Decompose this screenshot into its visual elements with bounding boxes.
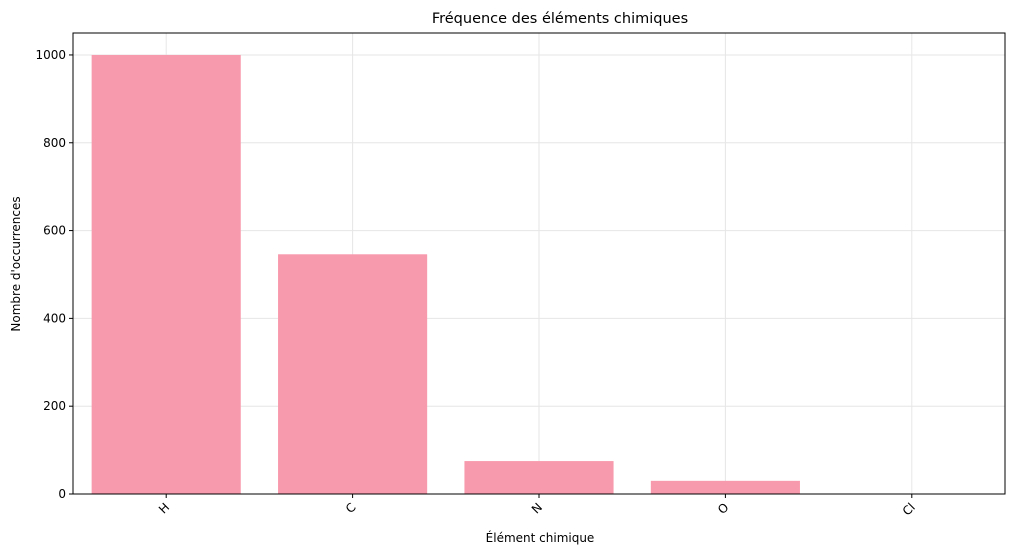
y-tick-label: 800	[43, 136, 66, 150]
y-axis-label: Nombre d'occurrences	[9, 196, 23, 331]
x-tick-label: O	[715, 500, 732, 517]
y-tick-label: 1000	[35, 48, 66, 62]
y-tick-label: 0	[58, 487, 66, 501]
y-tick-label: 400	[43, 311, 66, 325]
bars	[91, 54, 987, 494]
x-tick-label: C	[343, 500, 359, 516]
bar-c	[278, 254, 428, 494]
x-axis-label: Élément chimique	[486, 530, 595, 545]
bar-n	[464, 461, 614, 494]
x-tick-label: Cl	[900, 500, 918, 518]
y-tick-label: 600	[43, 224, 66, 238]
y-ticks: 0 200 400 600 800 1000	[35, 48, 73, 501]
x-tick-label: H	[156, 500, 172, 516]
x-tick-label: N	[529, 500, 545, 516]
x-ticks: H C N O Cl	[156, 494, 918, 518]
y-tick-label: 200	[43, 399, 66, 413]
chart-title: Fréquence des éléments chimiques	[432, 11, 688, 27]
bar-h	[91, 54, 241, 494]
bar-o	[650, 480, 800, 494]
